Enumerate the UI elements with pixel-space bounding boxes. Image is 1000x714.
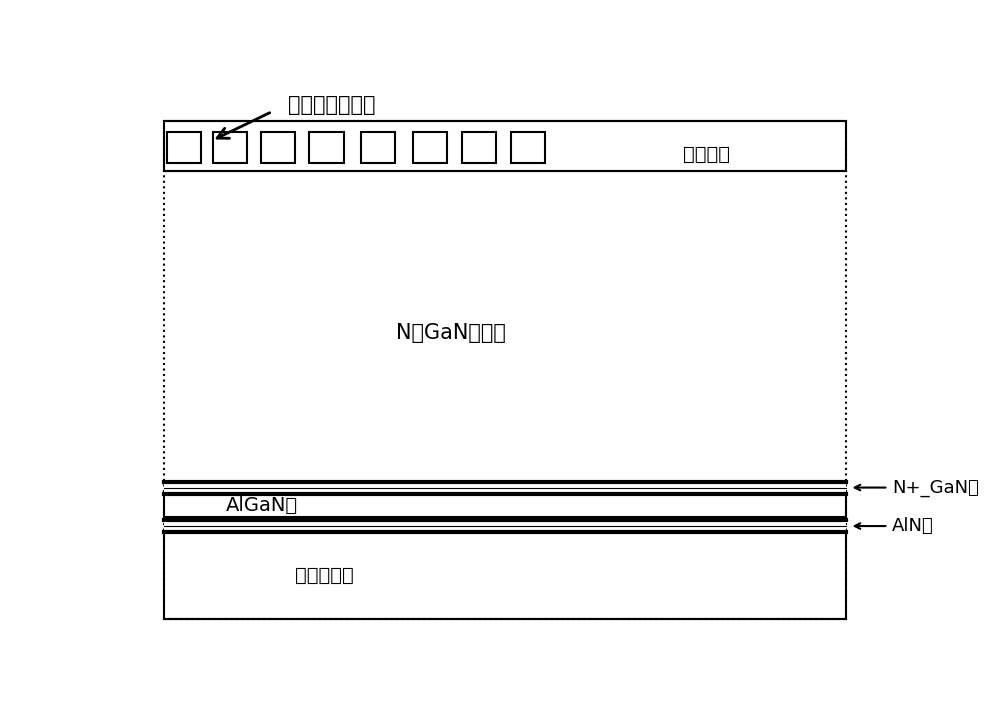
Bar — [413, 132, 447, 163]
Text: N型GaN外延层: N型GaN外延层 — [396, 323, 505, 343]
Bar — [164, 493, 846, 517]
Bar — [164, 520, 846, 532]
Bar — [309, 132, 344, 163]
Text: AlGaN层: AlGaN层 — [226, 496, 298, 516]
Text: 硅单晶衬底: 硅单晶衬底 — [296, 565, 354, 585]
Bar — [167, 132, 201, 163]
Bar — [462, 132, 496, 163]
Text: N+_GaN层: N+_GaN层 — [892, 478, 979, 496]
Text: 层间介质: 层间介质 — [683, 145, 730, 164]
Bar — [361, 132, 395, 163]
Text: 接触孔掩模开孔: 接触孔掩模开孔 — [288, 95, 375, 115]
Bar — [213, 132, 247, 163]
Bar — [511, 132, 545, 163]
Text: AlN层: AlN层 — [892, 517, 934, 535]
Bar — [164, 121, 846, 171]
Bar — [164, 532, 846, 619]
Bar — [164, 481, 846, 493]
Bar — [261, 132, 295, 163]
